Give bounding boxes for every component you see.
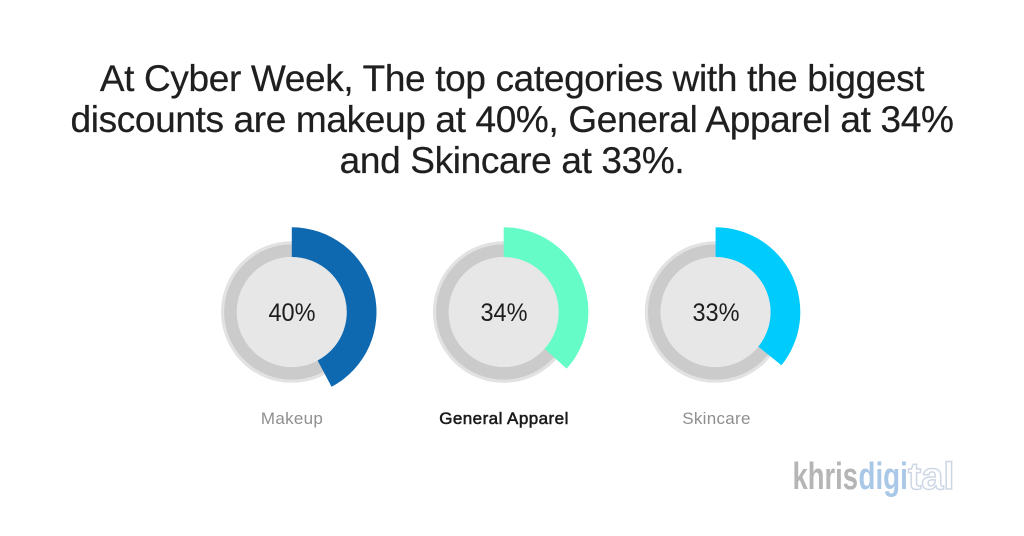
svg-text:khris: khris <box>793 456 859 498</box>
svg-text:digi: digi <box>859 456 908 498</box>
svg-text:tal: tal <box>908 456 955 498</box>
